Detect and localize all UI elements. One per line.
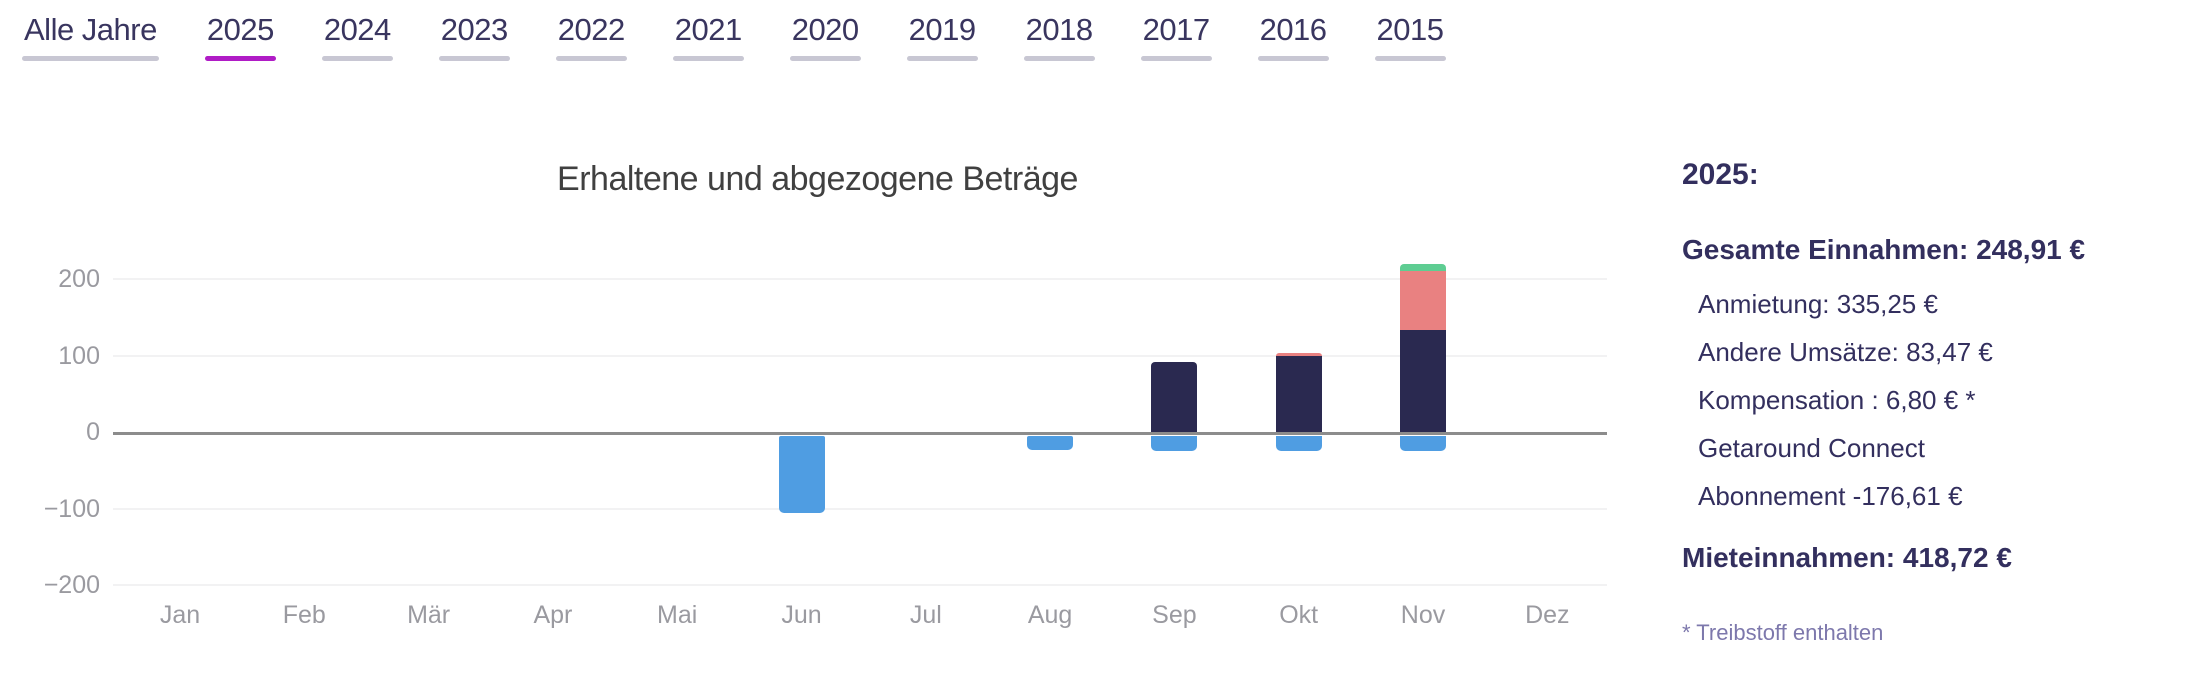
summary-footnote: * Treibstoff enthalten [1682,620,1884,645]
x-axis-label-m-r: Mär [407,601,451,629]
tab-2025[interactable]: 2025 [204,10,276,61]
tab-label: Alle Jahre [24,12,157,47]
tab-label: 2018 [1025,12,1093,47]
tab-2020[interactable]: 2020 [789,10,861,61]
bar-segment-jun-getaround-connect-abonnement[interactable] [778,436,825,513]
tab-alle-jahre[interactable]: Alle Jahre [22,10,159,61]
x-axis-label-jan: Jan [159,601,201,629]
summary-item: Anmietung: 335,25 € [1698,289,1938,319]
tab-2016[interactable]: 2016 [1257,10,1329,61]
chart-title: Erhaltene und abgezogene Beträge [557,160,1078,198]
tab-2019[interactable]: 2019 [906,10,978,61]
y-axis-tick-label: 100 [58,341,100,370]
tab-underline [672,56,744,61]
tab-underline [906,56,978,61]
tab-2022[interactable]: 2022 [555,10,627,61]
tab-underline [22,56,159,61]
gridline [113,584,1607,586]
tab-active-underline [204,56,276,61]
summary-total-income: Gesamte Einnahmen: 248,91 € [1682,234,2086,265]
tab-label: 2025 [206,12,274,47]
bar-segment-sep-anmietung[interactable] [1151,361,1198,432]
x-axis-label-sep: Sep [1152,601,1197,629]
bar-segment-nov-andere-ums-tze[interactable] [1400,271,1446,331]
y-axis-tick-label: −200 [43,571,100,599]
year-tabs: Alle Jahre 2025 2024 2023 2022 2021 2020 2019 20… [22,10,1446,61]
x-axis-label-apr: Apr [533,601,573,629]
tab-underline [1374,56,1446,61]
tab-label: 2023 [440,12,508,47]
bar-segment-aug-getaround-connect-abonnement[interactable] [1027,436,1074,450]
tab-label: 2022 [557,12,625,47]
y-axis-tick-label: −100 [43,494,100,523]
summary-panel: 2025: Gesamte Einnahmen: 248,91 € Anmiet… [1682,158,2152,646]
x-axis-label-feb: Feb [282,601,326,629]
summary-year-heading: 2025: [1682,158,1759,191]
tab-label: 2017 [1142,12,1210,47]
x-axis-label-dez: Dez [1525,601,1570,629]
tab-2023[interactable]: 2023 [438,10,510,61]
tab-2017[interactable]: 2017 [1140,10,1212,61]
tab-underline [1023,56,1095,61]
tab-label: 2024 [323,12,391,47]
y-axis-tick-label: 200 [58,265,100,293]
x-axis-label-okt: Okt [1279,601,1319,629]
tab-2015[interactable]: 2015 [1374,10,1446,61]
x-axis-label-aug: Aug [1027,601,1073,629]
bar-segment-nov-anmietung[interactable] [1400,330,1446,432]
tab-label: 2021 [674,12,742,47]
x-axis-label-nov: Nov [1400,601,1446,629]
bar-segment-okt-getaround-connect-abonnement[interactable] [1275,436,1322,451]
bar-segment-okt-anmietung[interactable] [1275,356,1322,432]
summary-item: Andere Umsätze: 83,47 € [1698,337,1993,367]
tab-underline [321,56,393,61]
tab-underline [1140,56,1212,61]
summary-item: Kompensation : 6,80 € * [1698,385,1976,415]
summary-item: Getaround Connect Abonnement -176,61 € [1698,433,1963,511]
x-axis-label-jun: Jun [781,601,822,629]
bar-segment-nov-kompensation[interactable] [1400,263,1446,272]
tab-2024[interactable]: 2024 [321,10,393,61]
gridline [113,354,1607,357]
bar-segment-okt-andere-ums-tze[interactable] [1275,353,1322,357]
tab-label: 2016 [1259,12,1327,47]
summary-item-list: Anmietung: 335,25 € Andere Umsätze: 83,47… [1682,280,2152,520]
tab-underline [789,56,861,61]
tab-2018[interactable]: 2018 [1023,10,1095,61]
bar-segment-sep-getaround-connect-abonnement[interactable] [1151,436,1198,451]
x-axis-label-jul: Jul [909,601,942,629]
tab-label: 2019 [908,12,976,47]
y-axis-tick-label: 0 [86,418,100,446]
x-axis-label-mai: Mai [657,601,698,629]
gridline [113,507,1607,510]
tab-label: 2020 [791,12,859,47]
tab-label: 2015 [1376,12,1444,47]
gridline [113,278,1607,280]
tab-2021[interactable]: 2021 [672,10,744,61]
summary-rental-income: Mieteinnahmen: 418,72 € [1682,542,2012,573]
zero-axis-line [113,432,1607,435]
tab-underline [555,56,627,61]
tab-underline [1257,56,1329,61]
tab-underline [438,56,510,61]
bar-segment-nov-getaround-connect-abonnement[interactable] [1400,436,1446,452]
